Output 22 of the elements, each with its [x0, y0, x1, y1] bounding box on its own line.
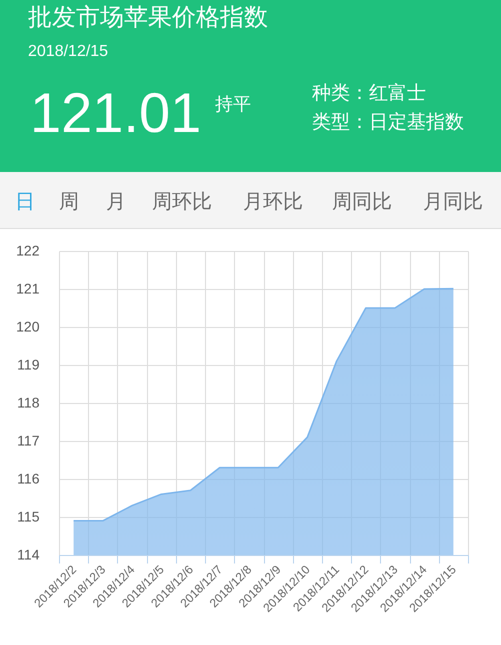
text: 周 [59, 191, 79, 213]
text: 种类：红富士 [312, 82, 426, 104]
text: 周同比 [332, 191, 392, 213]
text: 月 [106, 191, 126, 213]
y-tick-label: 118 [17, 394, 40, 410]
text: 持平 [215, 94, 251, 114]
y-tick-label: 116 [17, 470, 40, 486]
text: 121.01 [30, 81, 202, 144]
text: 月同比 [423, 191, 483, 213]
text: 日 [15, 191, 35, 213]
y-tick-label: 121 [16, 280, 40, 296]
text: 月环比 [243, 191, 303, 213]
chart-title: 批发市场苹果价格指数 [28, 4, 268, 31]
text: 类型：日定基指数 [312, 111, 464, 133]
y-tick-label: 117 [17, 432, 40, 448]
y-tick-label: 120 [16, 318, 40, 334]
y-tick-label: 115 [17, 508, 40, 524]
chart-subtitle: 2018/12/15 [28, 43, 108, 60]
text: 周环比 [152, 191, 212, 213]
y-tick-label: 119 [17, 356, 40, 372]
y-tick-label: 122 [16, 242, 40, 258]
y-tick-label: 114 [17, 546, 40, 562]
